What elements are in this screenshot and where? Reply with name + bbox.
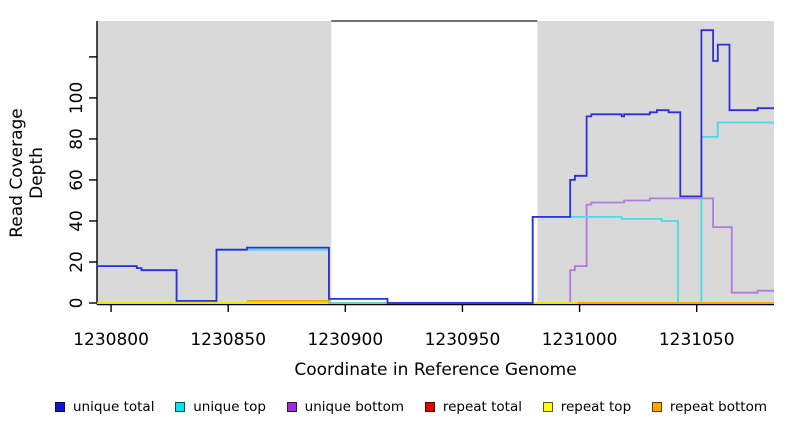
x-tick-label: 1231050	[659, 330, 735, 350]
series-line-unique-bottom	[97, 197, 774, 304]
legend-swatch-icon	[55, 402, 65, 412]
legend-item-label: unique total	[73, 399, 155, 415]
x-tick-label: 1231000	[542, 330, 618, 350]
legend-item: repeat total	[424, 399, 522, 415]
legend-item-label: unique bottom	[304, 399, 405, 415]
y-tick-label: 100	[67, 82, 87, 114]
x-tick-label: 1230850	[190, 330, 266, 350]
y-tick-label: 60	[67, 169, 87, 191]
x-tick-label: 1230800	[73, 330, 149, 350]
legend-item: unique top	[175, 399, 266, 415]
y-tick-label: 0	[67, 298, 87, 309]
x-axis-title: Coordinate in Reference Genome	[294, 360, 577, 380]
legend-swatch-icon	[286, 402, 297, 412]
y-tick-label: 40	[67, 210, 87, 232]
legend: unique total unique top unique bottom re…	[55, 399, 767, 415]
y-axis-title: Read Coverage Depth	[7, 108, 47, 238]
legend-item: repeat bottom	[651, 399, 767, 415]
y-tick-label: 20	[67, 251, 87, 273]
legend-swatch-icon	[424, 402, 435, 412]
x-tick-label: 1230950	[425, 330, 501, 350]
legend-swatch-icon	[175, 402, 186, 412]
legend-item: repeat top	[542, 399, 632, 415]
y-tick-label: 80	[67, 128, 87, 150]
legend-swatch-icon	[651, 402, 662, 412]
series-line-unique-total	[97, 29, 774, 304]
x-tick-label: 1230900	[307, 330, 383, 350]
legend-item-label: repeat top	[560, 399, 632, 415]
legend-item-label: unique top	[193, 399, 266, 415]
legend-item-label: repeat bottom	[669, 399, 767, 415]
shaded-region	[537, 21, 774, 305]
legend-item-label: repeat total	[442, 399, 522, 415]
legend-item: unique total	[55, 399, 154, 415]
legend-swatch-icon	[542, 402, 553, 412]
shaded-region	[97, 21, 332, 305]
legend-item: unique bottom	[286, 399, 405, 415]
